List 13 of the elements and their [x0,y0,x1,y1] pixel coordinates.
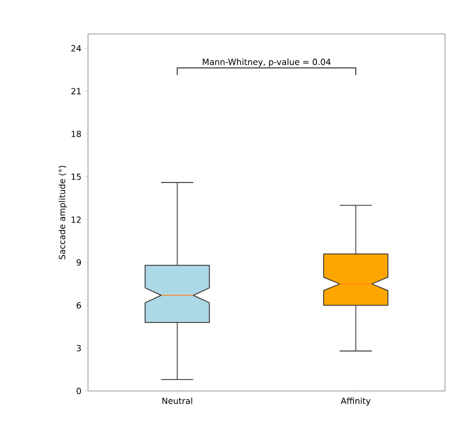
annotation: Mann-Whitney, p-value = 0.04 [202,58,331,67]
y-tick-label: 24 [71,45,82,52]
y-tick-label: 21 [71,88,81,94]
y-tick-label: 9 [76,259,81,266]
y-tick-label: 6 [76,302,81,309]
y-tick-label: 12 [72,216,81,223]
x-tick-label: Neutral [162,397,192,404]
y-tick-label: 3 [76,344,81,352]
y-tick-label: 18 [72,130,81,138]
x-tick-label: Affinity [340,397,371,406]
y-tick-label: 15 [72,174,81,180]
y-axis-title: Saccade amplitude (°) [58,166,67,260]
y-tick-label: 0 [76,388,81,394]
